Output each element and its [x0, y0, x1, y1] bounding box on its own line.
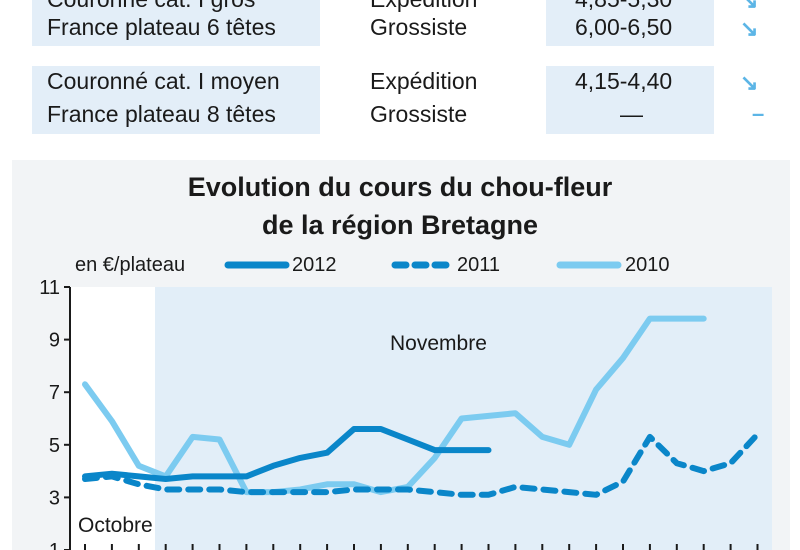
market-cell: Grossiste	[370, 14, 468, 40]
series-line-2010	[82, 315, 707, 496]
y-tick-label: 5	[49, 435, 60, 457]
price-cell: 4,15-4,40	[575, 68, 673, 94]
market-cell: Expédition	[370, 0, 477, 13]
month-label-octobre: Octobre	[78, 514, 153, 537]
chart-title: Evolution du cours du chou-fleur	[187, 172, 613, 202]
product-cell: Couronné cat. I moyen	[47, 68, 280, 94]
unit-label: en €/plateau	[75, 254, 186, 276]
market-cell: Grossiste	[370, 101, 468, 127]
product-cell: Couronné cat. I gros	[47, 0, 255, 13]
row-band	[32, 66, 320, 134]
product-cell: France plateau 6 têtes	[47, 14, 276, 40]
price-cell: 6,00-6,50	[575, 14, 673, 40]
y-tick-label: 11	[39, 277, 60, 299]
table-row: France plateau 8 têtes Grossiste — –	[0, 101, 800, 129]
row-band	[546, 66, 714, 134]
trend-stable-icon: –	[752, 101, 765, 126]
month-label-novembre: Novembre	[390, 332, 487, 355]
price-cell: 4,85-5,30	[575, 0, 672, 13]
price-table: Couronné cat. I gros Expédition 4,85-5,3…	[0, 0, 800, 140]
chart-subtitle: de la région Bretagne	[261, 210, 539, 240]
trend-down-icon: ↘	[740, 70, 759, 95]
row-band	[32, 0, 320, 46]
legend-label-2011: 2011	[457, 254, 501, 276]
y-tick-label: 9	[49, 330, 60, 352]
row-band	[546, 0, 714, 46]
y-tick-label: 3	[49, 487, 60, 509]
y-tick-label: 1	[49, 540, 60, 550]
trend-down-icon: ↘	[740, 16, 759, 41]
product-cell: France plateau 8 têtes	[47, 101, 276, 127]
table-row: Couronné cat. I moyen Expédition 4,15-4,…	[0, 68, 800, 96]
table-row: France plateau 6 têtes Grossiste 6,00-6,…	[0, 14, 800, 42]
trend-down-icon: ↘	[740, 0, 759, 13]
legend-label-2010: 2010	[625, 254, 670, 276]
legend-label-2012: 2012	[292, 254, 337, 276]
series-line-2012	[82, 426, 492, 482]
table-row: Couronné cat. I gros Expédition 4,85-5,3…	[0, 0, 800, 13]
price-cell: —	[620, 101, 643, 127]
series-line-2011	[82, 431, 761, 498]
market-cell: Expédition	[370, 68, 478, 94]
y-tick-label: 7	[49, 382, 60, 404]
